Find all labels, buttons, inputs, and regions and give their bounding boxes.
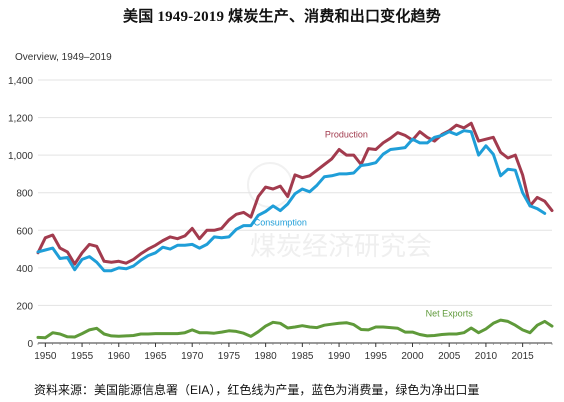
gridlines [38,79,552,344]
net_exports-series-label: Net Exports [426,309,474,319]
x-tick-label: 1985 [291,351,314,362]
x-tick-label: 2005 [438,351,461,362]
y-tick-label: 1,000 [8,151,33,162]
source-note: 资料来源：美国能源信息署（EIA），红色线为产量，蓝色为消费量，绿色为净出口量 [34,383,480,397]
y-tick-label: 1,200 [8,114,33,125]
y-axis: 0 200 400 600 800 1,000 1,200 1,400 [8,76,33,350]
chart-subtitle: Overview, 1949–2019 [15,52,112,63]
x-tick-label: 1960 [108,351,131,362]
y-tick-label: 0 [27,339,33,350]
x-tick-label: 1970 [181,351,204,362]
consumption-line [36,129,547,273]
y-tick-label: 1,400 [8,76,33,87]
series-lines [36,121,554,340]
x-axis: 1950 1955 1960 1965 1970 1975 1980 1985 1990 1995… [34,342,553,362]
x-tick-label: 2015 [512,351,535,362]
y-tick-label: 600 [16,226,33,237]
x-tick-label: 1955 [71,351,94,362]
chart-title: 美国 1949-2019 煤炭生产、消费和出口变化趋势 [123,9,441,25]
x-tick-label: 2010 [475,351,498,362]
production-line [36,121,554,266]
x-tick-label: 2000 [401,351,424,362]
x-tick-label: 1975 [218,351,241,362]
x-tick-label: 1950 [34,351,57,362]
watermark-text: 煤炭经济研究会 [250,231,432,261]
x-tick-label: 1965 [144,351,167,362]
net_exports-line [36,318,554,340]
consumption-series-label: Consumption [254,218,307,228]
series-labels: Production Consumption Net Exports [254,129,473,318]
y-tick-label: 200 [16,301,33,312]
x-tick-label: 1990 [328,351,351,362]
x-tick-label: 1995 [365,351,388,362]
watermark: 煤炭经济研究会 [247,162,432,261]
production-series-label: Production [325,129,368,139]
x-tick-label: 1980 [255,351,278,362]
y-tick-label: 400 [16,264,33,275]
y-tick-label: 800 [16,189,33,200]
